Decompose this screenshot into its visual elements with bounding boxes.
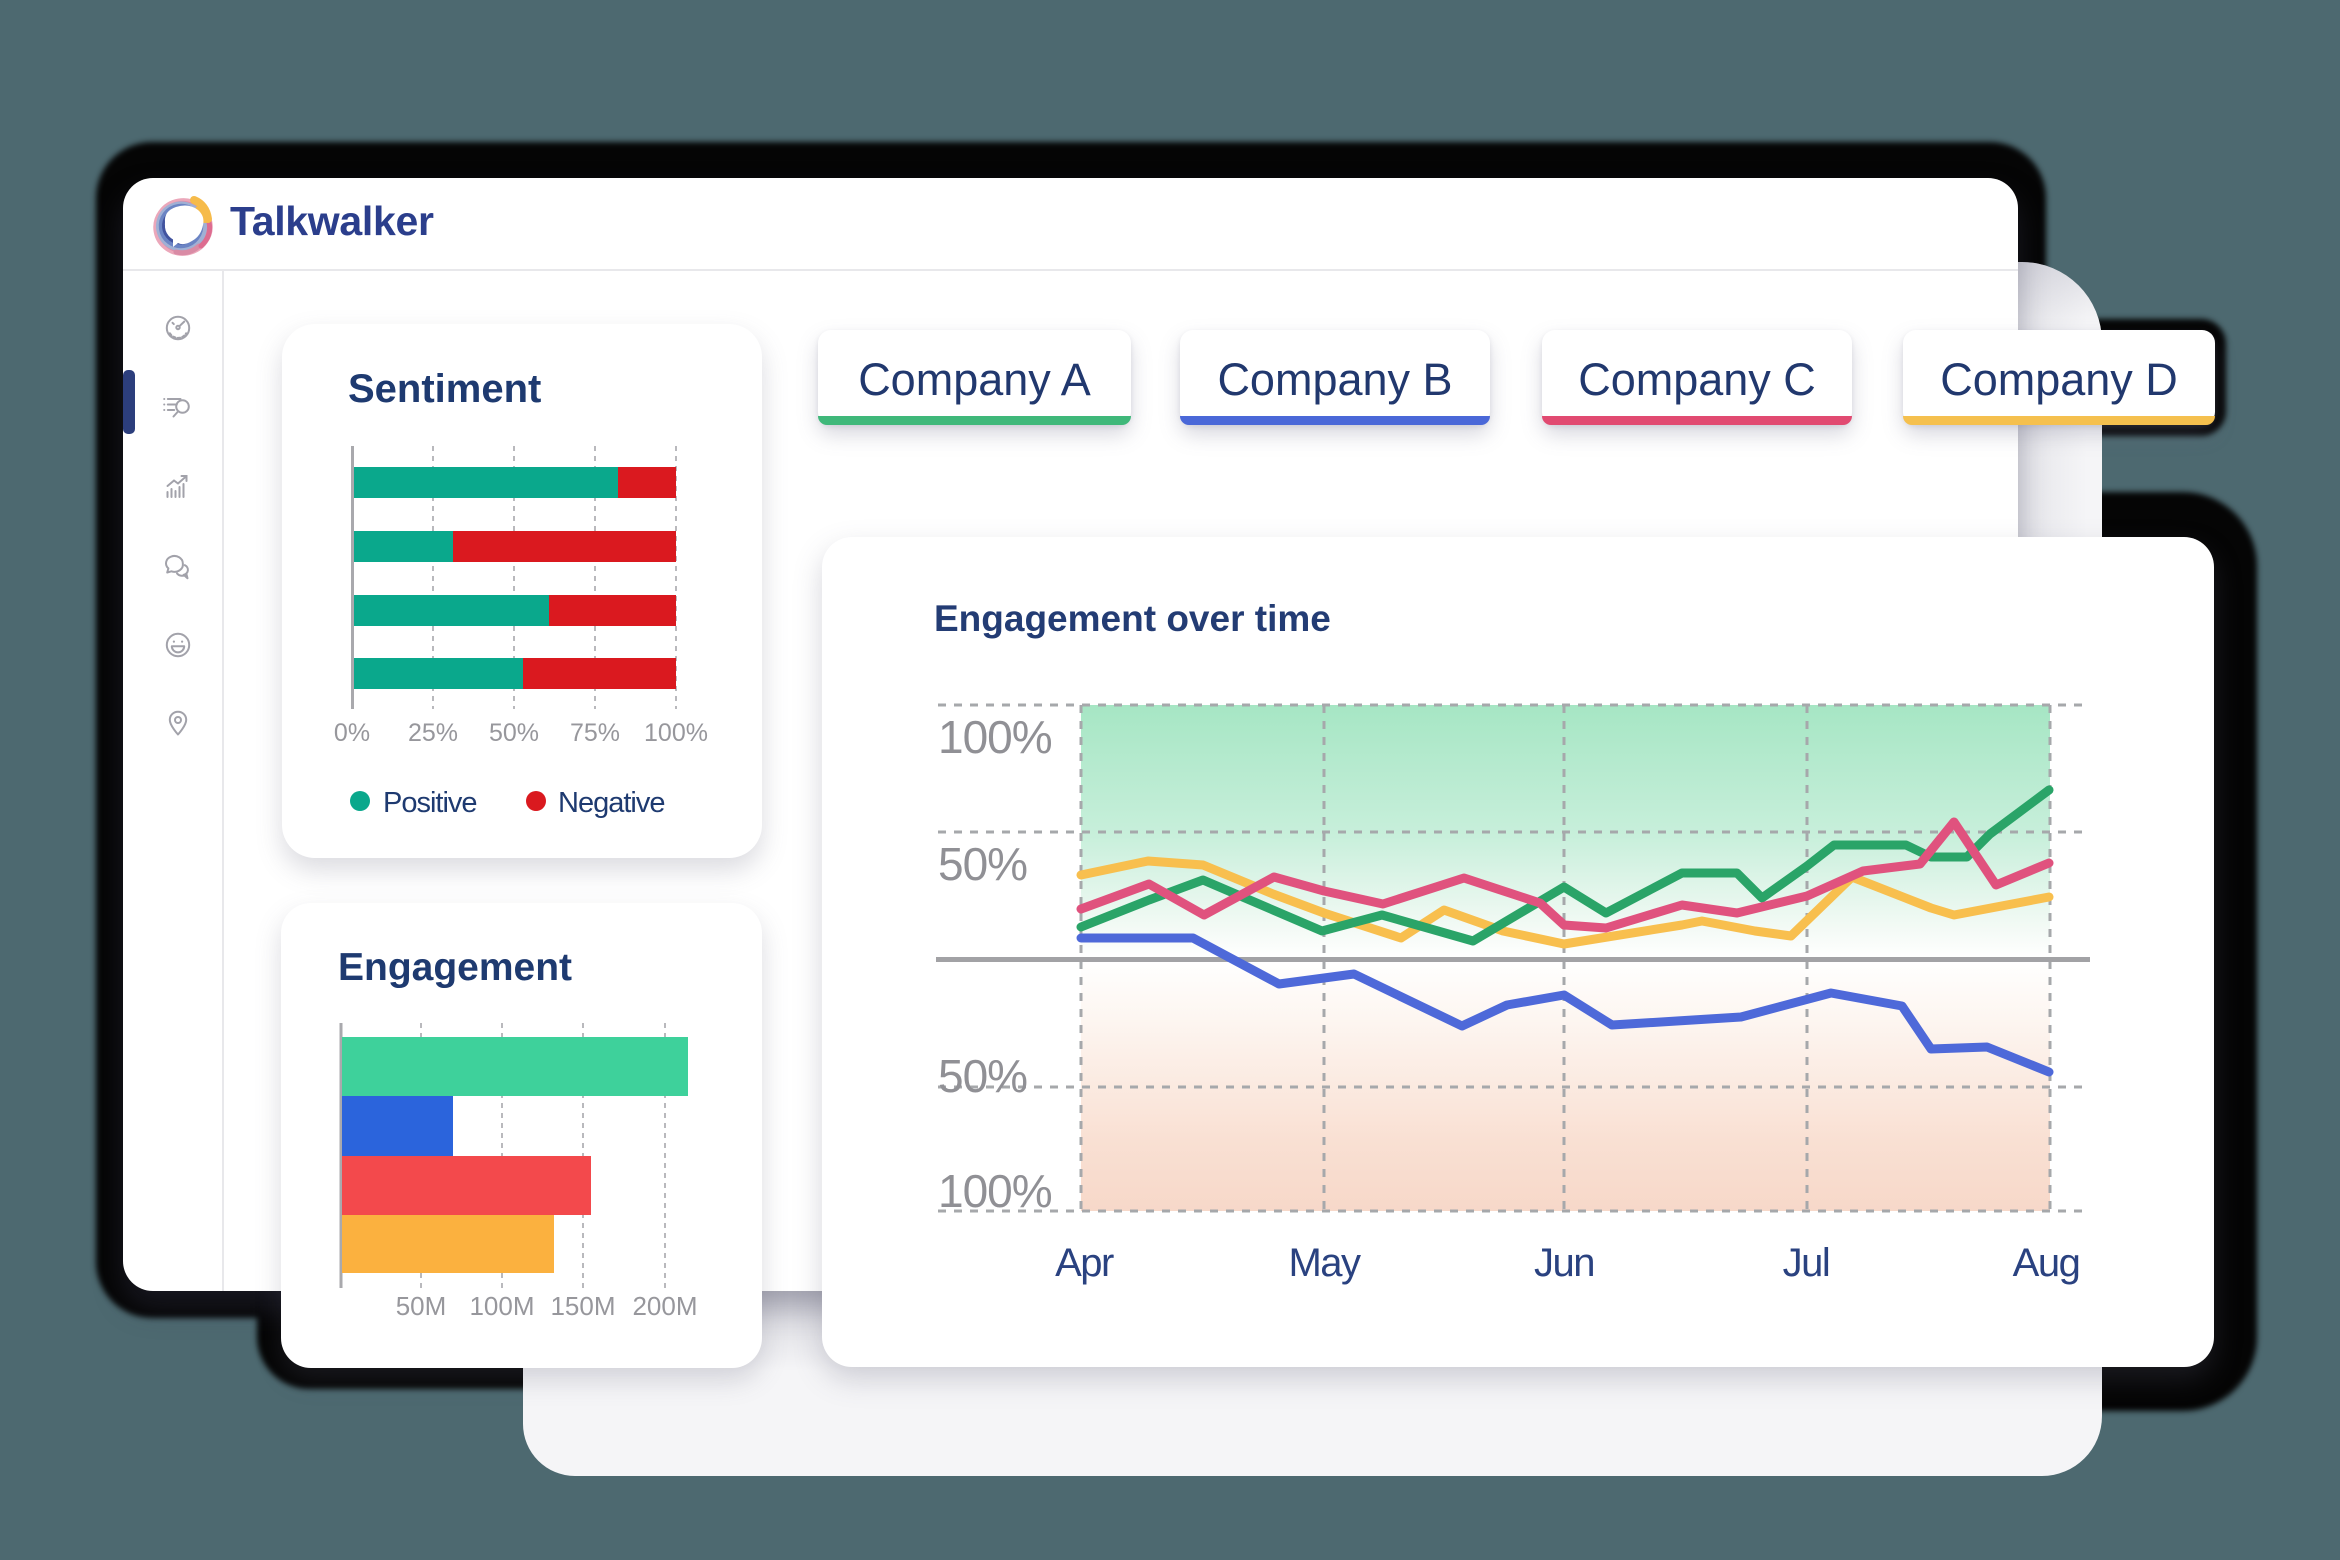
svg-text:100M: 100M: [469, 1291, 534, 1321]
svg-text:May: May: [1288, 1241, 1361, 1285]
svg-text:Positive: Positive: [383, 787, 477, 819]
svg-text:Sentiment: Sentiment: [348, 367, 541, 411]
svg-text:50%: 50%: [489, 719, 539, 747]
svg-text:Jun: Jun: [1534, 1241, 1594, 1285]
svg-text:50M: 50M: [396, 1291, 447, 1321]
svg-text:200M: 200M: [632, 1291, 697, 1321]
svg-text:Negative: Negative: [558, 787, 664, 819]
svg-text:150M: 150M: [550, 1291, 615, 1321]
svg-text:100%: 100%: [938, 711, 1052, 763]
svg-text:100%: 100%: [644, 719, 708, 747]
svg-text:50%: 50%: [938, 838, 1027, 890]
svg-text:Apr: Apr: [1055, 1241, 1114, 1285]
svg-text:25%: 25%: [408, 719, 458, 747]
svg-text:Engagement: Engagement: [338, 946, 572, 989]
svg-text:Jul: Jul: [1783, 1241, 1830, 1285]
svg-text:Engagement over time: Engagement over time: [934, 598, 1331, 639]
svg-text:Aug: Aug: [2013, 1241, 2080, 1285]
svg-text:0%: 0%: [334, 719, 370, 747]
svg-text:50%: 50%: [938, 1050, 1027, 1102]
svg-text:75%: 75%: [570, 719, 620, 747]
svg-text:100%: 100%: [938, 1165, 1052, 1217]
